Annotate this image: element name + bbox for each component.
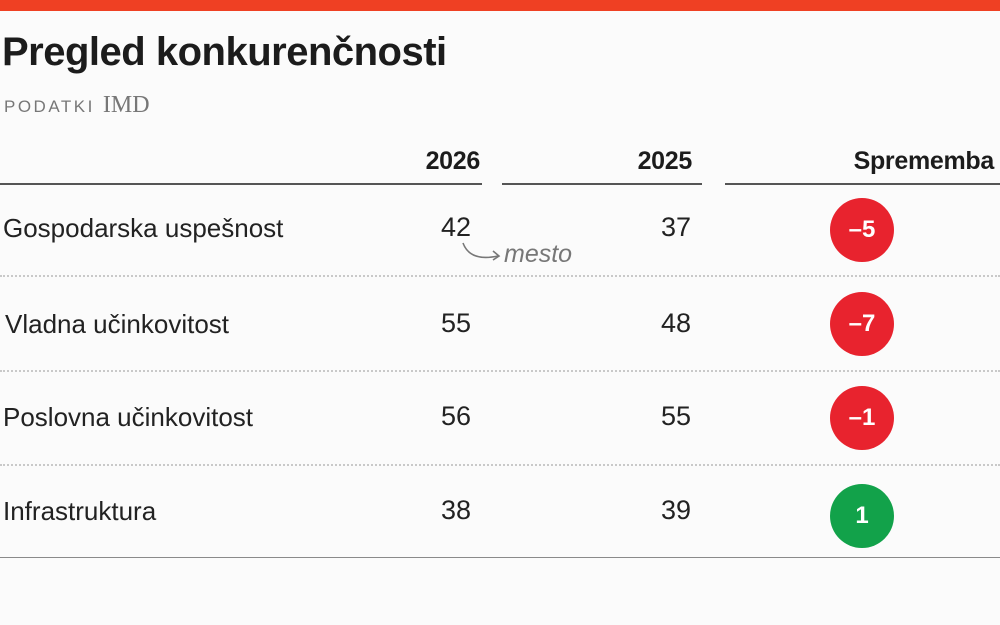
top-accent-bar [0, 0, 1000, 11]
source-name: IMD [102, 92, 150, 118]
source-label: PODATKI [4, 97, 95, 116]
value-2026: 55 [440, 308, 471, 338]
row-label: Gospodarska uspešnost [3, 213, 284, 243]
chart-title: Pregled konkurenčnosti [2, 30, 447, 74]
column-header-change: Sprememba [853, 147, 995, 175]
header-rule-middle [502, 183, 702, 185]
bottom-rule [0, 557, 1000, 558]
source-line: PODATKI IMD [4, 92, 150, 119]
row-divider [0, 275, 1000, 277]
row-label: Vladna učinkovitost [5, 309, 230, 339]
value-2026: 42 [440, 212, 471, 242]
annotation-arrow-icon [462, 242, 501, 261]
value-2026: 56 [440, 401, 471, 431]
change-badge: –7 [830, 292, 894, 356]
header-rule-left [0, 183, 482, 185]
change-badge: –1 [830, 386, 894, 450]
value-2026: 38 [440, 495, 471, 525]
row-label: Poslovna učinkovitost [3, 402, 254, 432]
header-rule-right [725, 183, 1000, 185]
value-2025: 55 [660, 401, 691, 431]
value-2025: 48 [660, 308, 691, 338]
column-header-2026: 2026 [425, 147, 481, 175]
annotation-mesto: mesto [504, 240, 573, 268]
row-divider [0, 370, 1000, 372]
value-2025: 37 [660, 212, 691, 242]
column-header-2025: 2025 [637, 147, 693, 175]
row-divider [0, 464, 1000, 466]
row-label: Infrastruktura [3, 496, 157, 526]
value-2025: 39 [660, 495, 691, 525]
change-badge: –5 [830, 198, 894, 262]
change-badge: 1 [830, 484, 894, 548]
